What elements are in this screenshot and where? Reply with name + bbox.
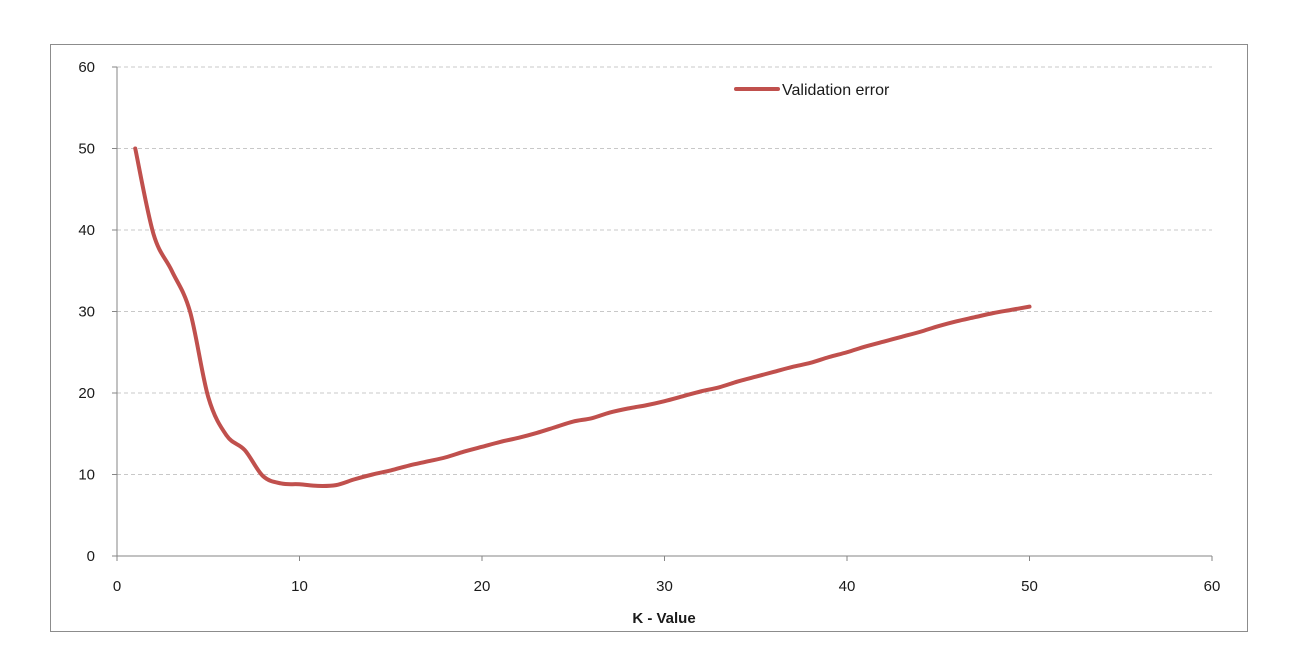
y-tick-label: 30 bbox=[78, 304, 95, 321]
x-tick-label: 10 bbox=[291, 578, 308, 595]
legend-label-validation-error: Validation error bbox=[782, 82, 890, 99]
x-tick-label: 50 bbox=[1021, 578, 1038, 595]
x-axis-title: K - Value bbox=[632, 610, 695, 627]
series-line-validation-error bbox=[133, 146, 1032, 488]
chart-frame bbox=[50, 44, 1248, 632]
axes bbox=[112, 66, 1213, 561]
gridlines bbox=[117, 66, 1212, 475]
x-tick-label: 40 bbox=[839, 578, 856, 595]
x-tick-label: 30 bbox=[656, 578, 673, 595]
y-tick-label: 0 bbox=[87, 548, 95, 565]
x-tick-label: 0 bbox=[113, 578, 121, 595]
y-axis-tick-labels: 0 10 20 30 40 50 60 bbox=[78, 59, 95, 565]
x-tick-label: 20 bbox=[474, 578, 491, 595]
series-lines bbox=[133, 146, 1032, 488]
y-tick-label: 40 bbox=[78, 222, 95, 239]
x-axis-tick-labels: 0 10 20 30 40 50 60 bbox=[113, 578, 1221, 595]
y-tick-label: 50 bbox=[78, 141, 95, 158]
x-tick-label: 60 bbox=[1204, 578, 1221, 595]
y-tick-label: 10 bbox=[78, 467, 95, 484]
y-tick-label: 60 bbox=[78, 59, 95, 76]
y-tick-label: 20 bbox=[78, 385, 95, 402]
legend: Validation error bbox=[734, 82, 890, 99]
